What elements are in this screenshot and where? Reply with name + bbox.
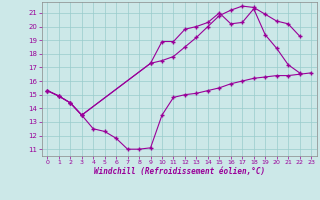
- X-axis label: Windchill (Refroidissement éolien,°C): Windchill (Refroidissement éolien,°C): [94, 167, 265, 176]
